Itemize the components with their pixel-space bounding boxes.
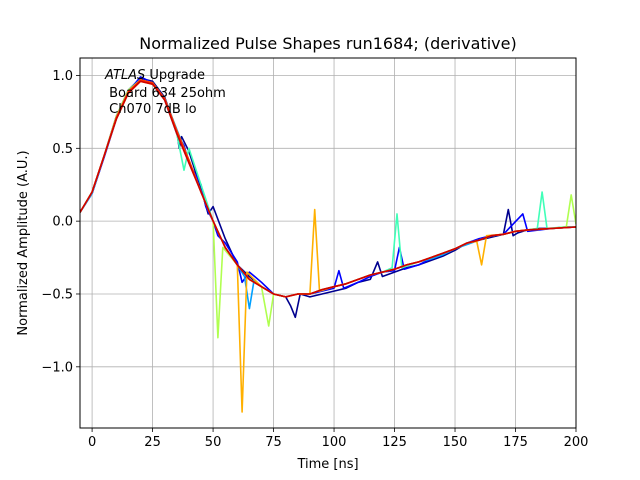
y-tick-label: 1.0 [52,69,73,84]
y-tick-label: −0.5 [41,287,73,302]
y-axis-label: Normalized Amplitude (A.U.) [16,150,31,335]
x-tick-label: 0 [88,435,96,450]
annotation-line-2: Board 634 25ohm [105,86,226,101]
annotation-atlas: ATLAS [104,68,145,83]
series-line-5 [80,79,576,339]
x-tick-label: 125 [382,435,407,450]
x-tick-label: 25 [144,435,161,450]
plot-area: 0 25 50 75 100 125 150 175 200 −1.0 −0.5 0.0 0.5 1.0 [41,57,588,450]
plot-frame [79,57,577,429]
y-tick-label: 0.5 [52,142,73,157]
x-tick-label: 75 [265,435,282,450]
x-axis-label: Time [ns] [296,457,358,472]
series-layer [80,76,576,413]
annotation-line-1: ATLAS Upgrade [104,68,205,83]
series-line-8 [80,80,576,298]
x-tick-label: 100 [322,435,347,450]
x-tick-label: 150 [443,435,468,450]
x-axis-ticks: 0 25 50 75 100 125 150 175 200 [88,428,588,450]
y-tick-label: 0.0 [52,215,73,230]
y-tick-label: −1.0 [41,360,73,375]
y-axis-ticks: −1.0 −0.5 0.0 0.5 1.0 [41,69,80,375]
annotation-upgrade: Upgrade [145,68,205,83]
atlas-annotation: ATLAS Upgrade Board 634 25ohm Ch070 7dB … [104,68,226,117]
annotation-line-3: Ch070 7dB lo [105,102,197,117]
x-tick-label: 175 [503,435,528,450]
x-tick-label: 200 [564,435,589,450]
x-tick-label: 50 [205,435,222,450]
chart-title: Normalized Pulse Shapes run1684; (deriva… [139,34,516,53]
series-line-6 [80,80,576,413]
